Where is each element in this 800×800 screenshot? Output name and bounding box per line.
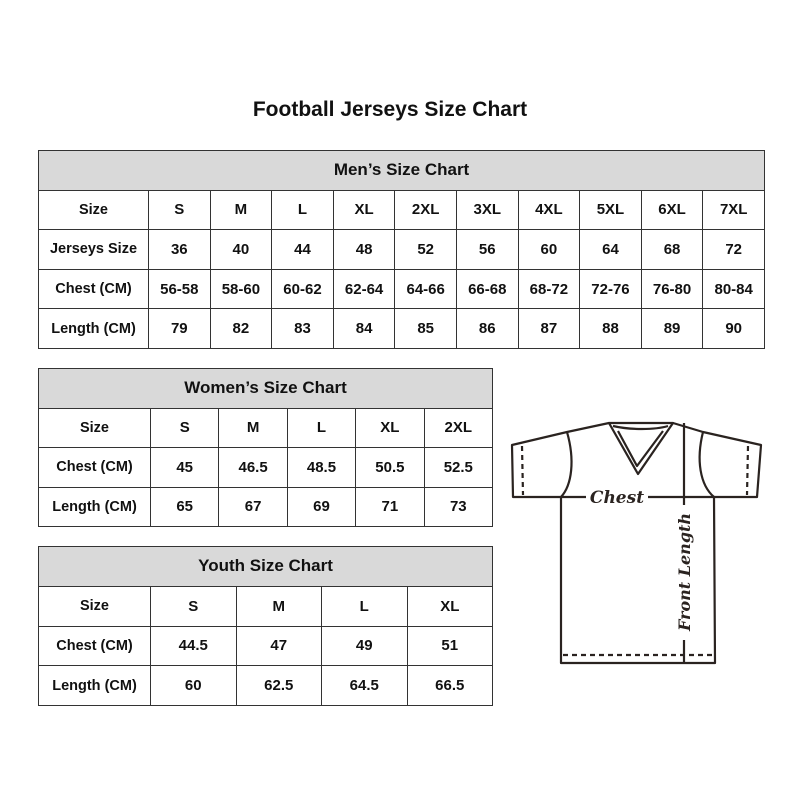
table-heading: Men’s Size Chart — [37, 150, 766, 191]
row-label: Jerseys Size — [38, 229, 149, 270]
table-cell: 48.5 — [286, 447, 357, 488]
table-cell: 40 — [209, 229, 273, 270]
table-cell: 7XL — [702, 189, 766, 231]
table-cell: 45 — [149, 447, 220, 488]
table-cell: 68 — [640, 229, 704, 270]
table-cell: 71 — [355, 486, 425, 527]
table-cell: 66-68 — [455, 268, 519, 310]
row-label: Length (CM) — [38, 486, 151, 527]
table-row: Length (CM) 60 62.5 64.5 66.5 — [38, 665, 494, 707]
row-label: Size — [38, 407, 151, 448]
table-cell: 82 — [209, 308, 273, 349]
table-cell: 64.5 — [321, 665, 408, 707]
table-cell: L — [286, 407, 357, 448]
table-row: Chest (CM) 44.5 47 49 51 — [38, 625, 494, 667]
table-cell: L — [271, 189, 334, 231]
table-cell: 44.5 — [150, 625, 237, 667]
chest-label: Chest — [590, 488, 644, 508]
page-title: Football Jerseys Size Chart — [252, 98, 528, 121]
table-heading: Youth Size Chart — [37, 546, 494, 587]
table-cell: 44 — [271, 229, 334, 270]
table-cell: 2XL — [423, 407, 494, 448]
mens-size-table: Men’s Size Chart Size S M L XL 2XL 3XL 4XL 5XL 6XL… — [37, 150, 766, 349]
table-cell: 80-84 — [702, 268, 766, 310]
table-cell: 69 — [286, 486, 357, 527]
table-cell: 48 — [332, 229, 396, 270]
table-cell: 87 — [517, 308, 581, 349]
table-cell: 6XL — [640, 189, 704, 231]
table-cell: 84 — [332, 308, 396, 349]
table-cell: 52.5 — [423, 447, 494, 488]
table-cell: XL — [406, 585, 494, 627]
youth-size-table: Youth Size Chart Size S M L XL Chest (CM) 44.5 4… — [37, 546, 494, 707]
row-label: Length (CM) — [38, 308, 149, 349]
table-cell: 5XL — [579, 189, 642, 231]
table-cell: 62.5 — [235, 665, 322, 707]
table-cell: 76-80 — [640, 268, 704, 310]
table-row: Size S M L XL 2XL 3XL 4XL 5XL 6XL 7XL — [38, 189, 766, 231]
table-cell: 56-58 — [148, 268, 211, 310]
table-row: Length (CM) 79 82 83 84 85 86 87 88 89 90 — [38, 308, 766, 349]
table-cell: 67 — [218, 486, 288, 527]
table-cell: 47 — [235, 625, 322, 667]
table-row: Size S M L XL — [38, 585, 494, 627]
table-cell: 85 — [394, 308, 457, 349]
table-cell: XL — [355, 407, 425, 448]
row-label: Size — [38, 189, 149, 231]
womens-size-table: Women’s Size Chart Size S M L XL 2XL Chest (CM)… — [37, 368, 494, 527]
table-cell: L — [321, 585, 408, 627]
table-row: Size S M L XL 2XL — [38, 407, 494, 448]
table-cell: 68-72 — [517, 268, 581, 310]
table-cell: M — [235, 585, 322, 627]
row-label: Size — [38, 585, 151, 627]
table-cell: S — [150, 585, 237, 627]
table-cell: XL — [332, 189, 396, 231]
table-cell: 60 — [150, 665, 237, 707]
table-cell: 86 — [455, 308, 519, 349]
table-cell: 62-64 — [332, 268, 396, 310]
table-cell: 72-76 — [579, 268, 642, 310]
table-row: Length (CM) 65 67 69 71 73 — [38, 486, 494, 527]
table-cell: 49 — [321, 625, 408, 667]
table-cell: M — [218, 407, 288, 448]
table-heading: Women’s Size Chart — [37, 368, 494, 409]
row-label: Chest (CM) — [38, 447, 151, 488]
jersey-outline — [510, 421, 763, 665]
row-label: Chest (CM) — [38, 625, 151, 667]
table-row: Chest (CM) 45 46.5 48.5 50.5 52.5 — [38, 447, 494, 488]
table-cell: 36 — [148, 229, 211, 270]
table-cell: 60 — [517, 229, 581, 270]
table-cell: 50.5 — [355, 447, 425, 488]
front-length-label: Front Length — [675, 513, 694, 632]
table-cell: 60-62 — [271, 268, 334, 310]
table-cell: 66.5 — [406, 665, 494, 707]
table-cell: 79 — [148, 308, 211, 349]
table-cell: 88 — [579, 308, 642, 349]
table-cell: 65 — [149, 486, 220, 527]
table-cell: 73 — [423, 486, 494, 527]
table-cell: 90 — [702, 308, 766, 349]
table-cell: 51 — [406, 625, 494, 667]
table-row: Jerseys Size 36 40 44 48 52 56 60 64 68 72 — [38, 229, 766, 270]
collar — [607, 421, 675, 476]
row-label: Length (CM) — [38, 665, 151, 707]
